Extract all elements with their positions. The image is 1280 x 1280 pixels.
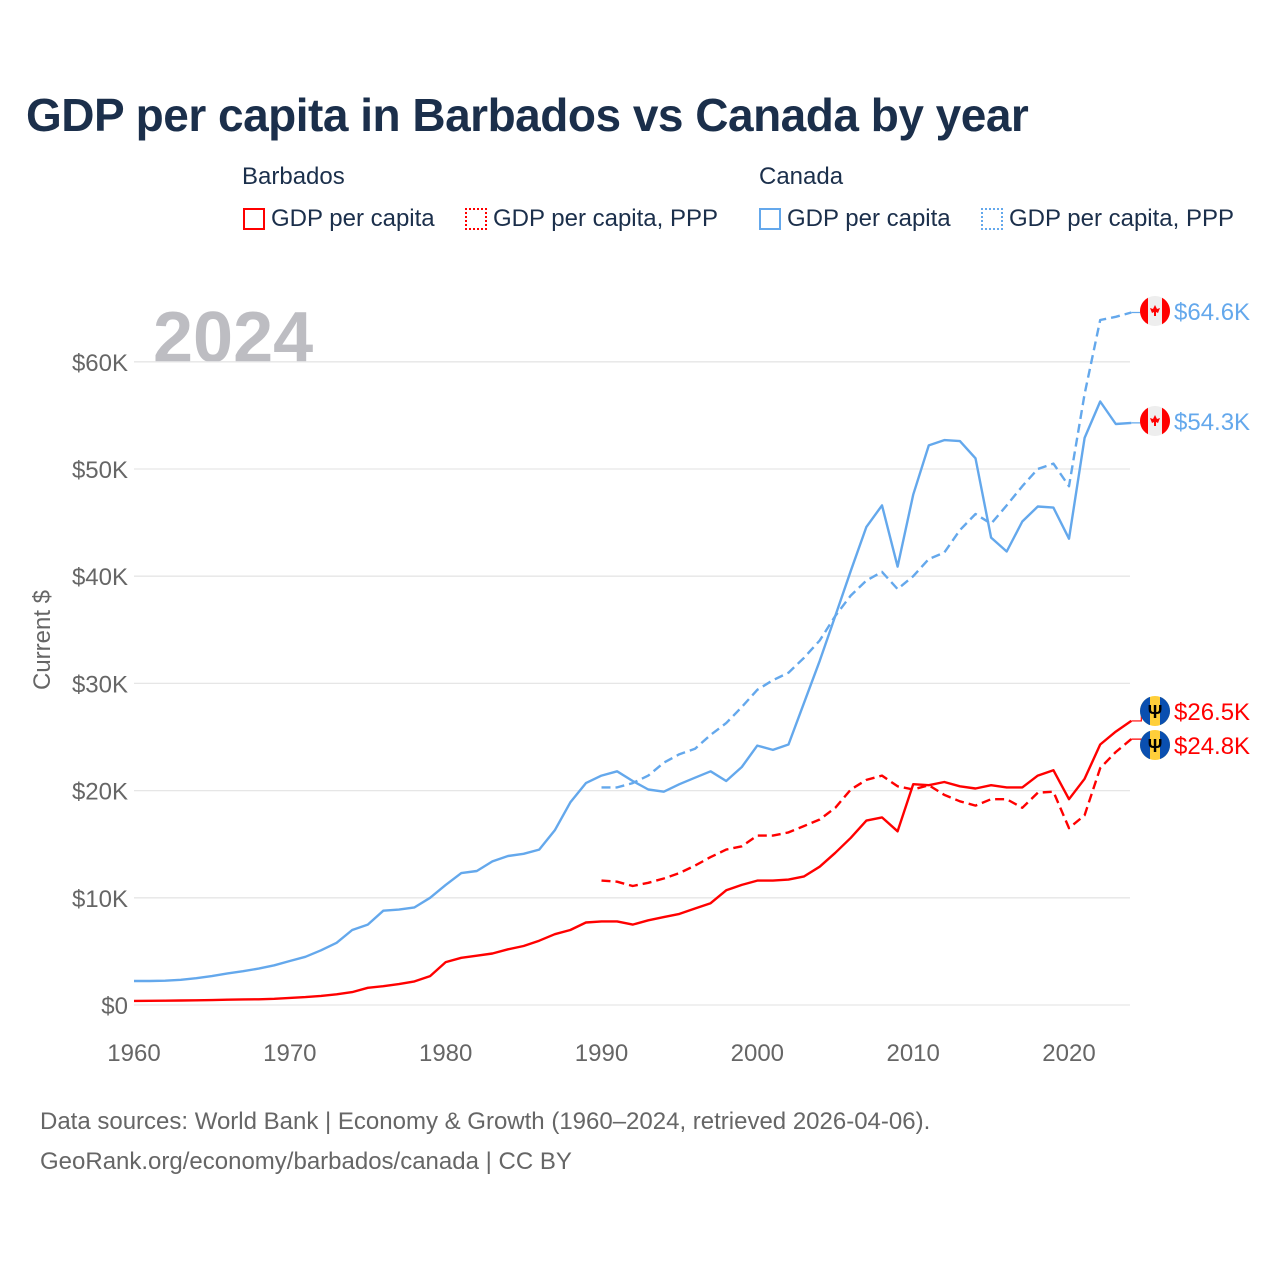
y-tick-label: $20K xyxy=(72,779,128,806)
legend-item-canada-ppp[interactable]: GDP per capita, PPP xyxy=(981,205,1234,233)
y-tick-label: $30K xyxy=(72,671,128,698)
legend-swatch-dotted-blue xyxy=(981,208,1003,230)
y-tick-label: $40K xyxy=(72,564,128,591)
flag-band xyxy=(1160,696,1170,726)
y-tick-label: $50K xyxy=(72,457,128,484)
barbados-flag-icon: Ψ xyxy=(1140,730,1170,760)
legend-item-barbados-ppp[interactable]: GDP per capita, PPP xyxy=(465,205,718,233)
flag-band xyxy=(1162,407,1170,435)
flag-band xyxy=(1140,297,1148,325)
maple-leaf xyxy=(1150,305,1160,316)
end-value-label: $26.5K xyxy=(1174,699,1250,726)
canada-flag-icon xyxy=(1140,406,1170,436)
legend-swatch-dotted-red xyxy=(465,208,487,230)
x-tick-label: 2000 xyxy=(731,1040,784,1067)
chart-title: GDP per capita in Barbados vs Canada by … xyxy=(26,89,1029,141)
legend-item-barbados-gdp[interactable]: GDP per capita xyxy=(243,205,435,233)
x-tick-label: 2020 xyxy=(1042,1040,1095,1067)
end-value-label: $64.6K xyxy=(1174,299,1250,326)
x-tick-label: 2010 xyxy=(886,1040,939,1067)
legend-group-canada: Canada xyxy=(759,163,844,190)
y-axis-label: Current $ xyxy=(29,590,56,690)
flag-band xyxy=(1162,297,1170,325)
flag-band xyxy=(1160,730,1170,760)
source-line-1: Data sources: World Bank | Economy & Gro… xyxy=(40,1108,931,1135)
y-tick-label: $10K xyxy=(72,886,128,913)
x-tick-label: 1970 xyxy=(263,1040,316,1067)
series-line-canada-gdp-per-capita xyxy=(134,400,1132,983)
barbados-flag-icon: Ψ xyxy=(1140,696,1170,726)
legend-swatch-solid-blue xyxy=(759,208,781,230)
trident: Ψ xyxy=(1148,736,1163,756)
year-watermark: 2024 xyxy=(153,298,313,378)
series-line-barbados-gdp-per-capita-ppp xyxy=(601,738,1133,888)
series-line-canada-gdp-per-capita-ppp xyxy=(601,311,1132,789)
legend-label: GDP per capita, PPP xyxy=(1009,205,1234,232)
x-tick-label: 1990 xyxy=(575,1040,628,1067)
legend-label: GDP per capita, PPP xyxy=(493,205,718,232)
series-line-barbados-gdp-per-capita xyxy=(133,719,1132,1003)
canada-flag-icon xyxy=(1140,296,1170,326)
maple-leaf xyxy=(1150,415,1160,426)
legend-group-barbados: Barbados xyxy=(242,163,345,190)
flag-band xyxy=(1140,696,1150,726)
flag-band xyxy=(1140,407,1148,435)
x-tick-label: 1960 xyxy=(107,1040,160,1067)
end-value-label: $24.8K xyxy=(1174,733,1250,760)
x-tick-label: 1980 xyxy=(419,1040,472,1067)
y-tick-label: $60K xyxy=(72,350,128,377)
legend-label: GDP per capita xyxy=(271,205,435,232)
legend-swatch-solid-red xyxy=(243,208,265,230)
end-value-label: $54.3K xyxy=(1174,409,1250,436)
flag-band xyxy=(1140,730,1150,760)
legend-item-canada-gdp[interactable]: GDP per capita xyxy=(759,205,951,233)
source-line-2[interactable]: GeoRank.org/economy/barbados/canada | CC… xyxy=(40,1148,572,1175)
legend-label: GDP per capita xyxy=(787,205,951,232)
trident: Ψ xyxy=(1148,702,1163,722)
y-tick-label: $0 xyxy=(101,993,128,1020)
